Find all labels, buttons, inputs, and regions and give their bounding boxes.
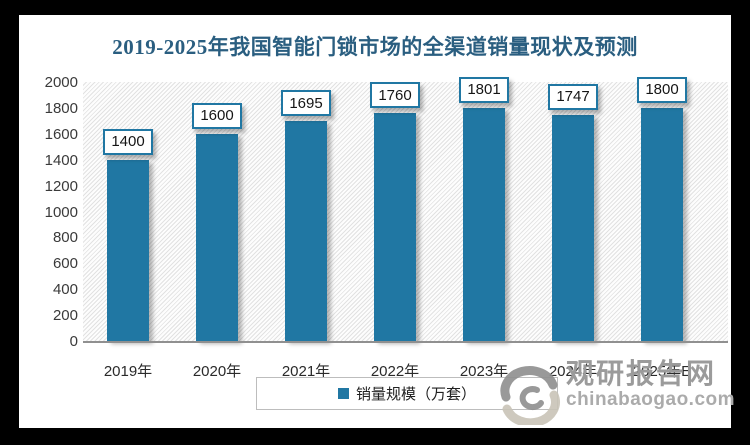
bar-value-label: 1600 (192, 102, 242, 129)
bar-value-label: 1400 (103, 128, 153, 155)
x-axis-line (83, 341, 728, 343)
y-axis-tick: 200 (52, 307, 78, 325)
y-axis-tick: 600 (52, 255, 78, 273)
bar (463, 107, 505, 341)
x-axis-tick: 2019年 (103, 363, 153, 380)
watermark-text: 观研报告网 chinabaogao.com (566, 358, 736, 411)
bar (552, 114, 594, 341)
y-axis-tick: 0 (69, 333, 78, 350)
watermark: 观研报告网 chinabaogao.com (496, 359, 735, 425)
watermark-name: 观研报告网 (566, 358, 717, 389)
bar (107, 159, 149, 341)
bar-value-label: 1760 (370, 82, 420, 109)
chart-surface: 2019-2025年我国智能门锁市场的全渠道销量现状及预测 0 200 400 600… (19, 15, 735, 428)
bar (196, 133, 238, 341)
y-axis-tick: 2000 (44, 74, 78, 91)
watermark-swirl-icon (500, 366, 560, 425)
legend-label: 销量规模（万套） (355, 386, 476, 403)
bar (285, 121, 327, 341)
x-axis-tick: 2023年 (459, 363, 509, 380)
y-axis-tick: 1800 (44, 99, 78, 117)
y-axis-tick: 800 (52, 229, 78, 247)
y-axis-tick: 1000 (44, 203, 78, 221)
chart-title: 2019-2025年我国智能门锁市场的全渠道销量现状及预测 (112, 35, 638, 59)
x-axis-tick: 2022年 (370, 363, 420, 380)
x-axis-tick: 2020年 (192, 363, 242, 380)
y-axis-tick: 1200 (44, 177, 78, 195)
bar (641, 107, 683, 341)
x-axis-tick: 2025年E (632, 363, 692, 380)
watermark-domain: chinabaogao.com (566, 389, 736, 410)
bar-value-label: 1747 (548, 83, 598, 110)
bar (374, 113, 416, 341)
y-axis-tick: 1600 (44, 125, 78, 143)
bar-value-label: 1800 (637, 76, 687, 103)
bar-value-label: 1801 (459, 76, 509, 103)
bar-value-label: 1695 (281, 90, 331, 117)
y-axis-tick: 1400 (44, 151, 78, 169)
x-axis-tick: 2021年 (281, 363, 331, 380)
legend-swatch-icon (337, 388, 349, 399)
x-axis-tick: 2024年 (548, 363, 598, 380)
y-axis-tick: 400 (52, 281, 78, 299)
